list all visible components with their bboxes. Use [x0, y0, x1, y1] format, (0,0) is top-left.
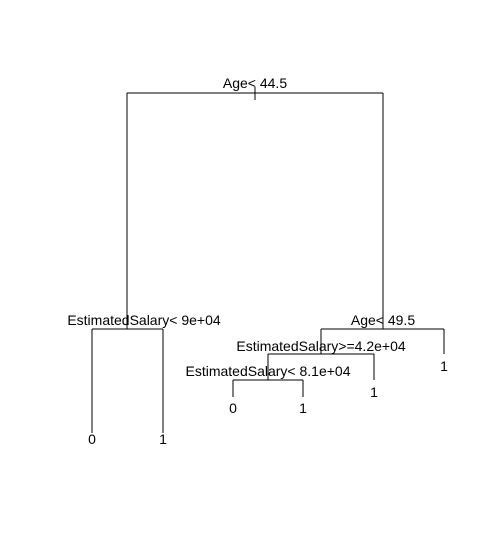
split-label-left: EstimatedSalary< 9e+04	[67, 312, 221, 328]
leaf-label-left-right: 1	[159, 431, 167, 447]
leaf-label-rll-right: 1	[299, 400, 307, 416]
split-label-right-left: EstimatedSalary>=4.2e+04	[236, 338, 405, 354]
leaf-label-right-left-right: 1	[370, 384, 378, 400]
split-label-right-left-left: EstimatedSalary< 8.1e+04	[186, 363, 351, 379]
leaf-label-right-right: 1	[440, 358, 448, 374]
split-label-right: Age< 49.5	[351, 312, 415, 328]
split-label-root: Age< 44.5	[223, 75, 287, 91]
leaf-label-rll-left: 0	[229, 400, 237, 416]
leaf-label-left-left: 0	[88, 431, 96, 447]
